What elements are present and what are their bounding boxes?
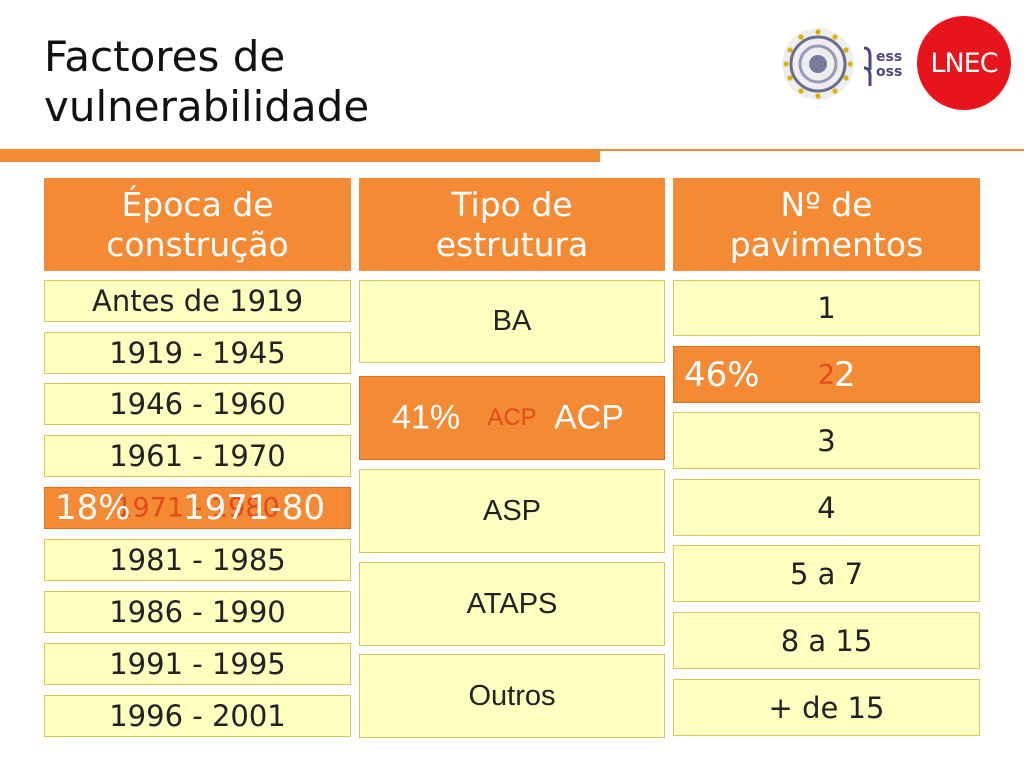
table-cell: + de 15 xyxy=(673,679,980,736)
cell-label: 1961 - 1970 xyxy=(109,439,286,473)
table-cell: 1919 - 1945 xyxy=(44,332,351,374)
highlighted-cell-label: 2 xyxy=(817,359,836,390)
cell-label: 4 xyxy=(817,490,836,525)
cell-label: 5 a 7 xyxy=(789,556,864,591)
yess-line-1: ess xyxy=(876,49,903,65)
table-cell: BA xyxy=(359,280,665,363)
cell-label: 1986 - 1990 xyxy=(109,595,286,629)
yess-logo-icon xyxy=(782,28,872,100)
table-cell: 1 xyxy=(673,280,980,336)
highlight-label: 2 xyxy=(834,354,856,395)
cell-label: 1996 - 2001 xyxy=(109,699,286,733)
table-cell: 1986 - 1990 xyxy=(44,591,351,633)
title-line-1: Factores de xyxy=(44,32,286,81)
title-line-2: vulnerabilidade xyxy=(44,82,370,131)
cell-label: Antes de 1919 xyxy=(91,284,304,318)
title-rule xyxy=(0,149,600,162)
lnec-logo-text: LNEC xyxy=(930,47,998,79)
title-rule-thin xyxy=(600,149,1024,151)
cell-label: BA xyxy=(492,305,532,337)
column-header-line: Tipo de xyxy=(451,184,573,224)
table-cell: ASP xyxy=(359,469,665,553)
column-header-line: Nº de xyxy=(780,184,873,224)
column-header-3: Nº de pavimentos xyxy=(673,178,980,271)
highlight-label: 1971-80 xyxy=(183,488,326,528)
table-cell: Antes de 1919 xyxy=(44,280,351,322)
cell-label: Outros xyxy=(468,679,556,712)
highlight-percent: 41% xyxy=(392,398,461,437)
column-header-line: pavimentos xyxy=(729,224,924,264)
table-cell: 1946 - 1960 xyxy=(44,383,351,425)
highlight-label: ACP xyxy=(554,398,624,437)
cell-label: 8 a 15 xyxy=(780,623,873,658)
cell-label: 3 xyxy=(817,423,836,458)
table-cell: 3 xyxy=(673,412,980,469)
table-cell: 5 a 7 xyxy=(673,545,980,602)
cell-label: 1919 - 1945 xyxy=(109,336,286,370)
cell-label: ASP xyxy=(482,494,542,527)
column-header-line: Época de xyxy=(121,184,274,224)
page-title: Factores de vulnerabilidade xyxy=(44,32,369,132)
table-cell: Outros xyxy=(359,654,665,738)
lnec-logo: LNEC xyxy=(917,16,1011,110)
cell-label: 1 xyxy=(817,291,836,325)
table-cell: ACP 41% ACP xyxy=(359,376,665,460)
cell-label: 1946 - 1960 xyxy=(109,387,286,421)
column-header-2: Tipo de estrutura xyxy=(359,178,665,271)
cell-label: ATAPS xyxy=(466,587,558,620)
yess-logo-text: ess oss xyxy=(876,50,902,80)
highlighted-cell-label: 1971 - 1980 xyxy=(115,492,280,524)
highlight-percent: 18% xyxy=(55,488,131,528)
column-header-line: estrutura xyxy=(435,224,589,264)
table-cell: 8 a 15 xyxy=(673,612,980,669)
column-header-line: construção xyxy=(106,224,289,264)
table-cell: 1981 - 1985 xyxy=(44,539,351,581)
table-cell: 2 46% 2 xyxy=(673,346,980,403)
table-cell: 1991 - 1995 xyxy=(44,643,351,685)
highlight-percent: 46% xyxy=(684,354,760,395)
cell-label: 1991 - 1995 xyxy=(109,647,286,681)
highlighted-cell-label: ACP xyxy=(487,404,537,431)
yess-line-2: oss xyxy=(876,64,903,80)
table-cell: ATAPS xyxy=(359,562,665,646)
table-cell: 1996 - 2001 xyxy=(44,695,351,737)
cell-label: + de 15 xyxy=(768,690,885,725)
table-cell: 1961 - 1970 xyxy=(44,435,351,477)
table-cell: 4 xyxy=(673,479,980,536)
table-cell: 1971 - 1980 18% 1971-80 xyxy=(44,487,351,529)
column-header-1: Época de construção xyxy=(44,178,351,271)
cell-label: 1981 - 1985 xyxy=(109,543,286,577)
